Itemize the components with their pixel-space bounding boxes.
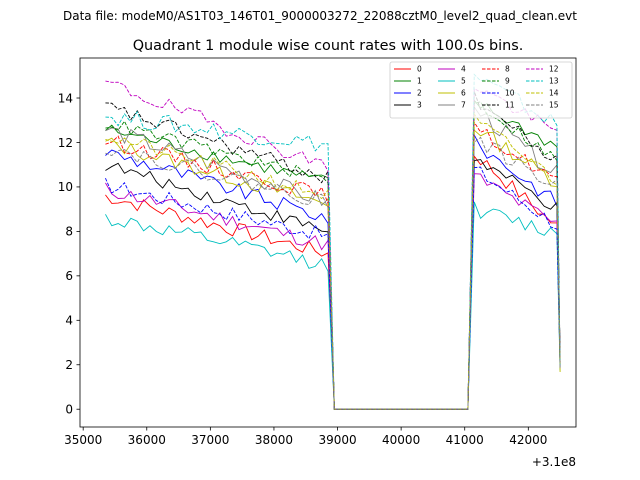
y-tick-label: 14 (58, 91, 73, 105)
legend-label-3: 3 (417, 101, 422, 110)
legend-label-10: 10 (505, 89, 515, 98)
plot-area-frame (79, 57, 577, 428)
legend-label-2: 2 (417, 89, 422, 98)
x-offset-label: +3.1e8 (532, 455, 576, 469)
figure-suptitle: Data file: modeM0/AS1T03_146T01_90000032… (63, 9, 577, 23)
legend-label-14: 14 (549, 89, 559, 98)
x-tick-label: 41000 (446, 433, 484, 447)
series-line-8 (105, 120, 561, 410)
legend-label-7: 7 (461, 101, 466, 110)
legend-label-4: 4 (461, 65, 466, 74)
legend-label-1: 1 (417, 77, 422, 86)
x-tick-label: 42000 (509, 433, 547, 447)
legend-label-8: 8 (505, 65, 510, 74)
y-tick-label: 6 (65, 269, 73, 283)
series-line-3 (105, 159, 561, 410)
legend-frame (389, 61, 573, 119)
x-tick-label: 40000 (382, 433, 420, 447)
legend-label-12: 12 (549, 65, 559, 74)
legend-label-15: 15 (549, 101, 559, 110)
chart-title: Quadrant 1 module wise count rates with … (133, 38, 524, 54)
legend-label-11: 11 (505, 101, 515, 110)
legend-label-6: 6 (461, 89, 466, 98)
y-tick-label: 4 (65, 314, 73, 328)
x-axis: 35000 36000 37000 38000 39000 40000 41000 42000 (64, 427, 547, 447)
series-line-0 (105, 154, 561, 410)
legend-label-13: 13 (549, 77, 559, 86)
series-line-10 (105, 166, 561, 410)
x-tick-label: 35000 (64, 433, 102, 447)
series-line-7 (105, 105, 561, 410)
series-line-1 (105, 99, 561, 410)
x-tick-label: 36000 (128, 433, 166, 447)
series-line-2 (105, 133, 561, 410)
legend-label-9: 9 (505, 77, 510, 86)
y-tick-label: 8 (65, 225, 73, 239)
legend-label-0: 0 (417, 65, 422, 74)
series-line-15 (105, 136, 561, 410)
x-tick-label: 37000 (191, 433, 229, 447)
y-axis: 0 2 4 6 8 10 12 14 (58, 91, 80, 417)
series-line-11 (105, 91, 561, 410)
x-tick-label: 39000 (318, 433, 356, 447)
y-tick-label: 10 (58, 180, 73, 194)
y-tick-label: 0 (65, 403, 73, 417)
series-line-6 (105, 129, 561, 410)
x-tick-label: 38000 (255, 433, 293, 447)
y-tick-label: 2 (65, 358, 73, 372)
y-tick-label: 12 (58, 136, 73, 150)
series-line-5 (105, 201, 561, 410)
series-line-14 (105, 112, 561, 410)
legend-label-5: 5 (461, 77, 466, 86)
